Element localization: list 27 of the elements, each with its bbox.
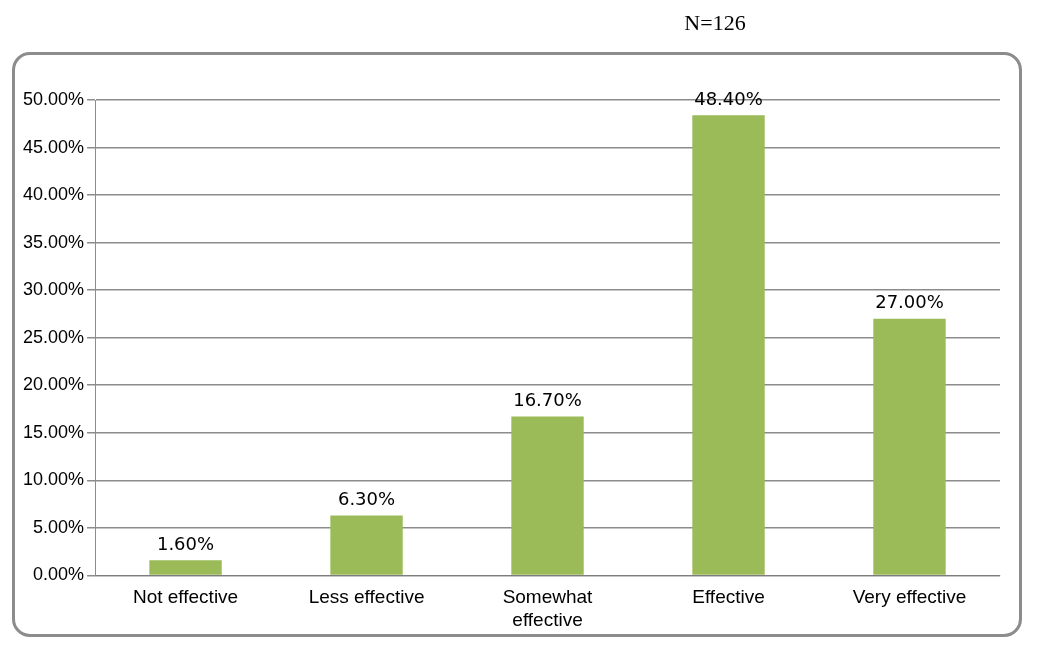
bar bbox=[330, 515, 403, 575]
y-tick-label: 0.00% bbox=[33, 564, 85, 585]
y-tick-label: 10.00% bbox=[22, 469, 85, 490]
x-tick-label: Less effective bbox=[308, 586, 425, 608]
y-tick-label: 30.00% bbox=[22, 279, 85, 300]
data-label: 1.60% bbox=[156, 532, 215, 554]
bar bbox=[692, 115, 765, 575]
y-tick-label: 5.00% bbox=[33, 516, 85, 537]
data-label: 6.30% bbox=[337, 488, 396, 510]
x-tick-label: Very effective bbox=[852, 586, 967, 608]
bar bbox=[873, 318, 946, 575]
y-tick-label: 50.00% bbox=[22, 88, 85, 109]
x-tick-label: Not effective bbox=[132, 586, 239, 608]
y-tick-label: 35.00% bbox=[22, 231, 85, 252]
y-tick-label: 25.00% bbox=[22, 326, 85, 347]
y-tick-label: 15.00% bbox=[22, 421, 85, 442]
x-tick-label: Effective bbox=[692, 586, 765, 608]
bar bbox=[511, 416, 584, 575]
x-tick-label: Somewhat effective bbox=[502, 586, 594, 630]
data-label: 16.70% bbox=[513, 389, 582, 411]
chart-title: N=126 bbox=[683, 10, 747, 36]
data-label: 27.00% bbox=[875, 291, 944, 313]
bar bbox=[149, 560, 222, 575]
y-tick-label: 40.00% bbox=[22, 184, 85, 205]
y-tick-label: 20.00% bbox=[22, 374, 85, 395]
data-label: 48.40% bbox=[694, 87, 763, 109]
y-tick-label: 45.00% bbox=[22, 136, 85, 157]
